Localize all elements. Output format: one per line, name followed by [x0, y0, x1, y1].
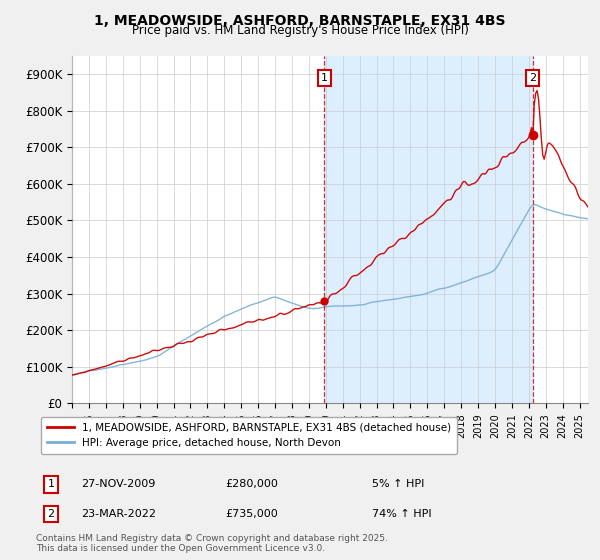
- Text: £280,000: £280,000: [225, 479, 278, 489]
- Text: 74% ↑ HPI: 74% ↑ HPI: [372, 509, 431, 519]
- Text: 1: 1: [47, 479, 55, 489]
- Text: 1, MEADOWSIDE, ASHFORD, BARNSTAPLE, EX31 4BS: 1, MEADOWSIDE, ASHFORD, BARNSTAPLE, EX31…: [94, 14, 506, 28]
- Text: Price paid vs. HM Land Registry's House Price Index (HPI): Price paid vs. HM Land Registry's House …: [131, 24, 469, 37]
- Bar: [325, 56, 533, 403]
- Text: 2: 2: [47, 509, 55, 519]
- Text: 5% ↑ HPI: 5% ↑ HPI: [372, 479, 424, 489]
- Text: Contains HM Land Registry data © Crown copyright and database right 2025.
This d: Contains HM Land Registry data © Crown c…: [36, 534, 388, 553]
- Text: £735,000: £735,000: [225, 509, 278, 519]
- Legend: 1, MEADOWSIDE, ASHFORD, BARNSTAPLE, EX31 4BS (detached house), HPI: Average pric: 1, MEADOWSIDE, ASHFORD, BARNSTAPLE, EX31…: [41, 417, 457, 454]
- Text: 27-NOV-2009: 27-NOV-2009: [81, 479, 155, 489]
- Text: 23-MAR-2022: 23-MAR-2022: [81, 509, 156, 519]
- Text: 2: 2: [529, 73, 536, 83]
- Text: 1: 1: [321, 73, 328, 83]
